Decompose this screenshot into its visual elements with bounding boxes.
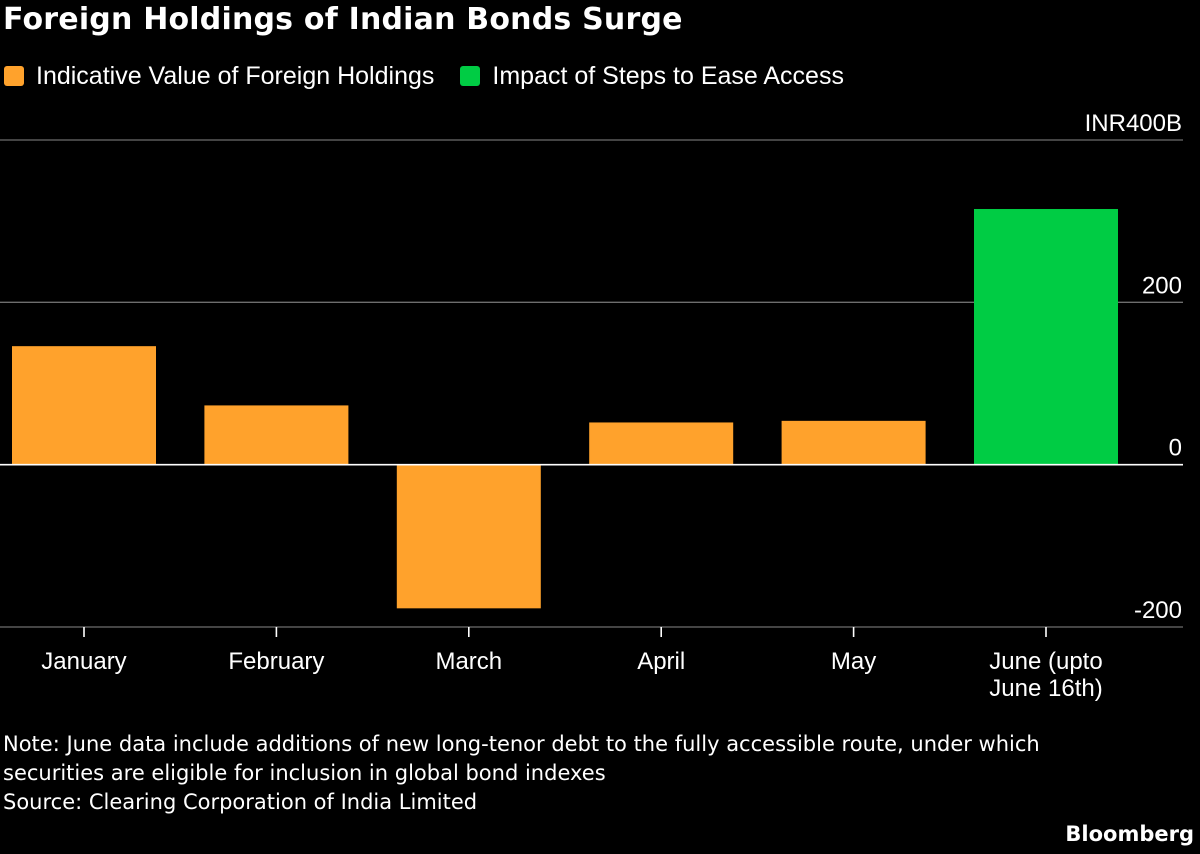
x-tick-label-1: January: [41, 648, 126, 675]
chart-notes: Note: June data include additions of new…: [3, 730, 1193, 817]
chart-title: Foreign Holdings of Indian Bonds Surge: [3, 2, 683, 37]
note-line-2: securities are eligible for inclusion in…: [3, 761, 606, 785]
y-tick-label-neg200: -200: [1134, 597, 1182, 624]
bar-chart: INR400B 200 0 -200 January February March April…: [0, 110, 1183, 702]
source-line: Source: Clearing Corporation of India Li…: [3, 790, 478, 814]
y-tick-label-0: 0: [1169, 435, 1182, 462]
y-tick-label-400: INR400B: [1085, 110, 1182, 137]
x-tick-label-4: April: [637, 648, 685, 675]
bar-foreign-holdings-1: [12, 346, 156, 465]
x-tick-label-6-line-2: June 16th): [989, 675, 1102, 702]
x-tick-label-6-line-1: June (upto: [989, 648, 1102, 675]
legend-item-ease-access: Impact of Steps to Ease Access: [460, 62, 844, 91]
bar-foreign-holdings-3: [396, 464, 541, 609]
y-tick-label-200: 200: [1142, 272, 1182, 299]
bar-ease-access-6: [974, 208, 1118, 465]
legend-swatch-ease-access: [460, 66, 481, 86]
legend-swatch-foreign-holdings: [4, 66, 24, 86]
legend: Indicative Value of Foreign Holdings Imp…: [4, 60, 870, 92]
bar-foreign-holdings-4: [589, 422, 734, 465]
note-line-1: Note: June data include additions of new…: [3, 732, 1040, 756]
legend-label-ease-access: Impact of Steps to Ease Access: [492, 61, 844, 90]
legend-item-foreign-holdings: Indicative Value of Foreign Holdings: [4, 62, 434, 91]
bloomberg-logo: Bloomberg: [1065, 822, 1194, 846]
bar-foreign-holdings-2: [204, 405, 349, 465]
x-tick-label-3: March: [435, 648, 502, 675]
bar-foreign-holdings-5: [781, 420, 926, 465]
x-tick-label-5: May: [831, 648, 876, 675]
legend-label-foreign-holdings: Indicative Value of Foreign Holdings: [36, 61, 435, 90]
x-tick-label-2: February: [228, 648, 324, 675]
